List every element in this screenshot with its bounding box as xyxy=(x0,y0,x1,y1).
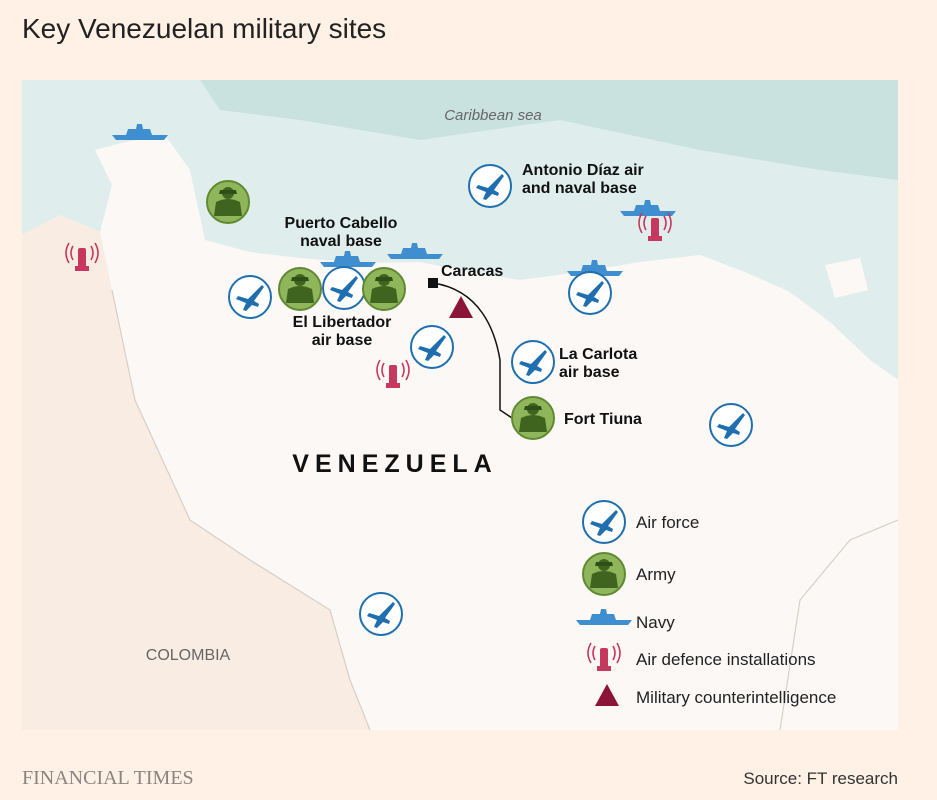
site-label: El Libertador xyxy=(293,314,392,331)
site-label: naval base xyxy=(300,233,382,250)
capital-label: Caracas xyxy=(441,263,503,280)
army-icon xyxy=(206,180,250,224)
leader-line xyxy=(432,282,513,419)
title: Key Venezuelan military sites xyxy=(22,13,386,44)
legend-label: Air defence installations xyxy=(636,650,816,669)
legend-label: Military counterintelligence xyxy=(636,688,836,707)
air-force-icon xyxy=(359,592,403,636)
legend-icon xyxy=(582,552,626,596)
site-label: Fort Tiuna xyxy=(564,411,642,428)
air-force-icon xyxy=(511,340,555,384)
legend-label: Navy xyxy=(636,613,675,632)
army-icon xyxy=(278,267,322,311)
army-icon xyxy=(511,396,555,440)
border xyxy=(111,289,899,731)
air-force-icon xyxy=(410,325,454,369)
site-label: and naval base xyxy=(522,180,637,197)
air-force-icon xyxy=(468,164,512,208)
site-label: air base xyxy=(559,364,620,381)
site-label: Antonio Díaz air xyxy=(522,162,644,179)
legend-icon xyxy=(582,500,626,544)
air-force-icon xyxy=(568,271,612,315)
country-label: VENEZUELA xyxy=(292,450,497,478)
map: Caribbean sea VENEZUELA COLOMBIA Caracas… xyxy=(22,80,899,731)
site-label: air base xyxy=(312,332,373,349)
air-force-icon xyxy=(228,275,272,319)
site-label: La Carlota xyxy=(559,346,637,363)
legend-label: Army xyxy=(636,565,676,584)
capital-marker xyxy=(428,278,438,288)
air-force-icon xyxy=(709,403,753,447)
legend-label: Air force xyxy=(636,513,699,532)
air-force-icon xyxy=(322,266,366,310)
deep-sea xyxy=(200,80,898,180)
source: Source: FT research xyxy=(743,769,898,788)
legend: Air force Army Navy Air defence installa… xyxy=(576,500,836,707)
neighbor-label: COLOMBIA xyxy=(146,647,231,664)
trinidad xyxy=(825,258,868,298)
army-icon xyxy=(362,267,406,311)
site-label: Puerto Cabello xyxy=(285,215,398,232)
brand: FINANCIAL TIMES xyxy=(22,767,194,789)
colombia xyxy=(22,215,370,730)
sea-label: Caribbean sea xyxy=(444,107,542,124)
